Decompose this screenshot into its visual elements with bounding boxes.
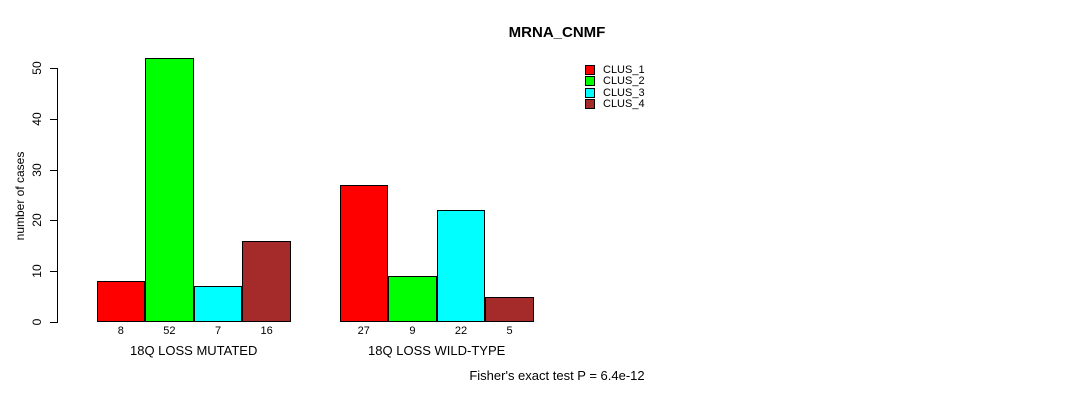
- legend-swatch: [585, 76, 595, 87]
- bar: [96, 281, 146, 322]
- legend-label: CLUS_2: [603, 75, 645, 88]
- legend-label: CLUS_4: [603, 98, 645, 111]
- legend-label: CLUS_1: [603, 64, 645, 76]
- y-axis-tick: [50, 271, 57, 273]
- legend-swatch: [585, 87, 595, 98]
- group-label: 18Q LOSS MUTATED: [129, 343, 258, 358]
- bar-value-label: 5: [506, 325, 513, 337]
- bar-value-label: 52: [163, 325, 176, 337]
- bar-value-label: 8: [117, 325, 124, 337]
- bar-value-label: 22: [454, 325, 468, 337]
- chart-title: MRNA_CNMF: [508, 24, 606, 41]
- y-tick-label: 10: [30, 264, 44, 278]
- bar: [339, 184, 389, 322]
- bar-value-label: 27: [357, 325, 370, 337]
- y-axis-tick: [50, 169, 57, 171]
- bar: [485, 296, 534, 322]
- y-axis-tick: [50, 322, 57, 323]
- legend-item: CLUS_4: [585, 98, 645, 111]
- bar-value-label: 9: [409, 325, 416, 337]
- y-axis-tick: [50, 118, 57, 120]
- y-axis-tick: [50, 220, 57, 222]
- annotation-text: Fisher's exact test P = 6.4e-12: [469, 368, 645, 383]
- bar-value-label: 7: [214, 325, 222, 337]
- y-axis-line: [57, 68, 58, 323]
- bar: [193, 286, 243, 322]
- bar: [145, 57, 194, 322]
- y-tick-label: 0: [30, 318, 44, 326]
- bar: [436, 210, 486, 322]
- bar: [388, 276, 437, 322]
- legend-item: CLUS_2: [585, 75, 645, 88]
- legend-item: CLUS_3: [585, 86, 645, 99]
- legend-label: CLUS_3: [603, 86, 645, 99]
- y-axis-tick: [50, 68, 57, 69]
- group-label: 18Q LOSS WILD-TYPE: [368, 343, 506, 358]
- bar: [242, 240, 291, 322]
- y-axis-label: number of cases: [13, 151, 27, 241]
- legend-item: CLUS_1: [585, 64, 645, 76]
- bar-value-label: 16: [260, 325, 273, 337]
- y-tick-label: 50: [30, 61, 44, 75]
- legend-swatch: [585, 99, 595, 110]
- legend-swatch: [585, 65, 595, 75]
